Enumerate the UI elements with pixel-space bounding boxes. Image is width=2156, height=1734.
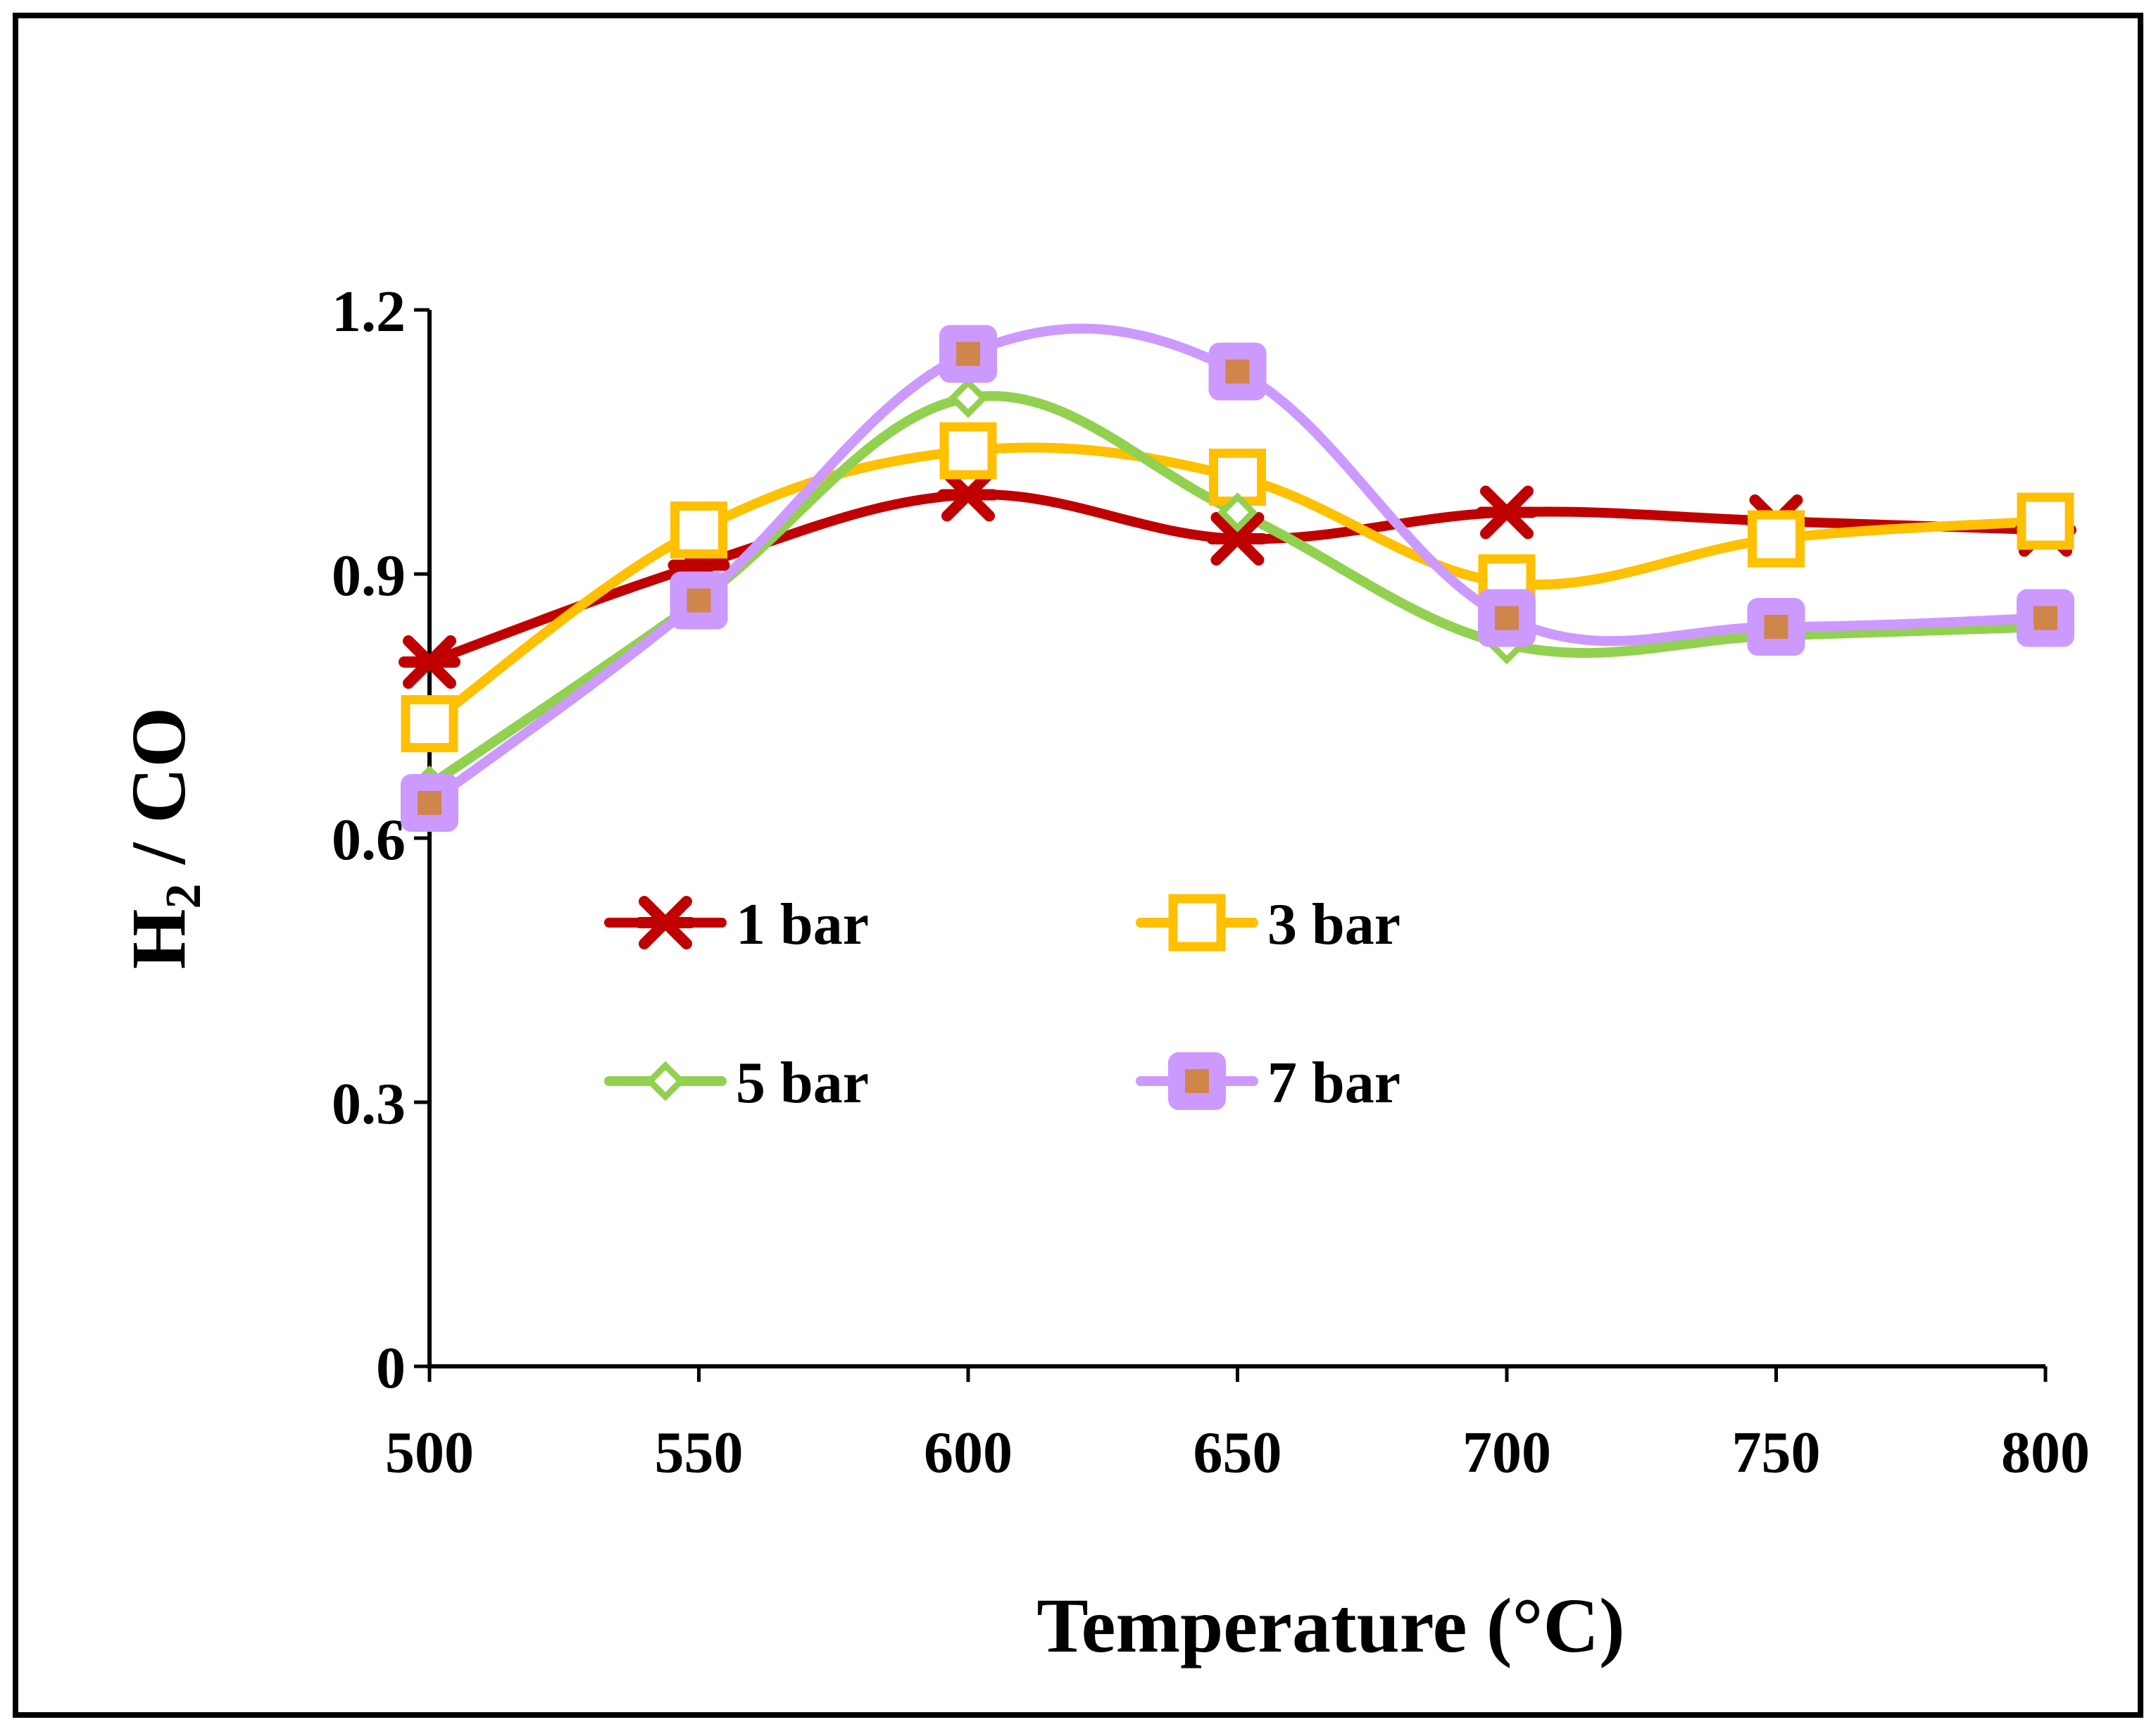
data-point-2-6 (1748, 510, 1805, 568)
y-axis-label-group: H2 / CO (115, 707, 211, 969)
legend-label: 1 bar (736, 892, 869, 957)
legend-item-1: 1 bar (604, 892, 869, 957)
y-tick-label: 0.6 (332, 807, 406, 873)
legend-item-3: 5 bar (604, 1050, 869, 1116)
series-markers (399, 325, 2076, 832)
data-point-4-7-core (2033, 606, 2057, 630)
legend-item-4: 7 bar (1136, 1050, 1400, 1116)
x-tick-label: 800 (2001, 1420, 2090, 1485)
y-tick-label: 1.2 (332, 279, 406, 344)
legend-label: 3 bar (1267, 892, 1400, 957)
x-tick-label: 600 (924, 1420, 1013, 1485)
axes: 0 0.3 0.6 0.9 1.2 500 550 600 650 700 750 800 (332, 279, 2090, 1485)
data-point-3-4 (1217, 492, 1258, 532)
legend: 1 bar 3 bar 5 bar 7 bar (604, 892, 1400, 1116)
y-axis-label-subscript: 2 (155, 884, 211, 909)
data-point-4-3-core (956, 342, 980, 366)
legend-label: 5 bar (736, 1050, 869, 1116)
y-tick-label: 0 (376, 1335, 406, 1401)
x-tick-label: 750 (1732, 1420, 1821, 1485)
data-point-1-4 (1206, 512, 1269, 566)
data-point-4-6-core (1764, 615, 1788, 639)
data-point-4-4-core (1225, 359, 1250, 384)
y-axis-label-rest: / CO (115, 707, 201, 884)
y-tick-label: 0.9 (332, 543, 406, 609)
x-tick-label: 650 (1193, 1420, 1282, 1485)
y-tick-label: 0.3 (332, 1071, 406, 1137)
data-point-1-5 (1476, 485, 1538, 539)
legend-marker (645, 1061, 686, 1102)
figure-frame (13, 13, 2143, 1718)
data-point-4-2-core (687, 588, 711, 613)
data-point-4-1-core (418, 791, 441, 815)
data-point-2-7 (2017, 492, 2074, 550)
data-point-2-2 (670, 501, 727, 559)
data-point-1-1 (399, 635, 460, 689)
legend-marker (634, 896, 696, 949)
y-axis-label: H2 / CO (115, 707, 211, 969)
x-tick-label: 700 (1462, 1420, 1551, 1485)
legend-marker-core (1185, 1069, 1209, 1093)
data-point-4-5-core (1495, 606, 1519, 630)
x-tick-label: 550 (655, 1420, 744, 1485)
data-point-2-1 (401, 695, 458, 752)
x-axis-label: Temperature (°C) (1036, 1583, 1624, 1668)
legend-marker (1168, 894, 1226, 952)
legend-item-2: 3 bar (1136, 892, 1400, 957)
x-tick-label: 500 (385, 1420, 474, 1485)
legend-label: 7 bar (1267, 1050, 1400, 1116)
y-axis-label-main: H (115, 909, 201, 970)
data-point-3-3 (948, 378, 989, 418)
data-point-2-3 (939, 422, 997, 480)
data-point-1-3 (937, 468, 999, 522)
